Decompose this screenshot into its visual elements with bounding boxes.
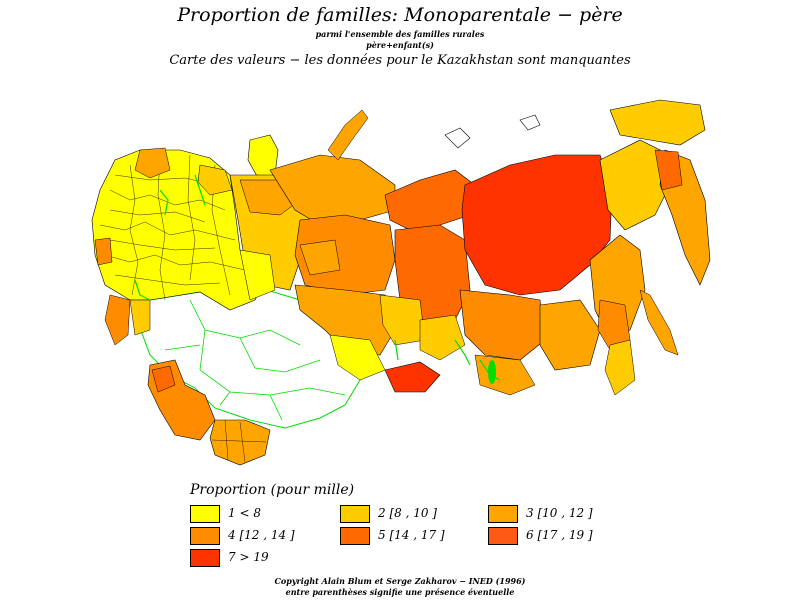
region-west-siberia-mid <box>294 214 396 296</box>
region-nw-orange-1 <box>134 147 171 179</box>
map-subtitle-family-type: père+enfant(s) <box>366 40 434 50</box>
region-south-orange-1 <box>104 294 131 346</box>
region-primorye <box>604 339 636 396</box>
region-kamchatka-red <box>654 149 683 191</box>
region-omsk <box>299 239 341 276</box>
region-tuva <box>384 361 441 393</box>
rivers-lakes <box>134 174 501 381</box>
legend-label-5: 5 [14 , 17 ] <box>378 528 445 542</box>
legend-swatch-3 <box>488 505 518 523</box>
lake-baikal <box>488 360 496 384</box>
region-transcaucasus <box>209 419 271 466</box>
legend-swatch-6 <box>488 527 518 545</box>
legend-label-2: 2 [8 , 10 ] <box>378 506 437 520</box>
region-sakhalin <box>639 289 679 356</box>
region-kemerovo <box>419 314 466 361</box>
legend-label-6: 6 [17 , 19 ] <box>526 528 593 542</box>
island-severnaya-zemlya <box>444 127 471 149</box>
region-caucasus-red <box>151 365 176 393</box>
legend-title: Proportion (pour mille) <box>190 482 355 498</box>
legend-swatch-1 <box>190 505 220 523</box>
legend-label-1: 1 < 8 <box>228 506 261 520</box>
copyright-text: Copyright Alain Blum et Serge Zakharov −… <box>274 576 526 586</box>
region-west-siberia-south <box>294 284 396 356</box>
footnote-text: entre parenthèses signifie une présence … <box>285 587 515 597</box>
map-title: Proportion de familles: Monoparentale − … <box>177 4 623 26</box>
region-transcaucasus-borders <box>211 419 267 463</box>
region-buryatia <box>474 354 536 396</box>
region-european-russia <box>91 149 266 311</box>
region-magadan <box>599 139 671 231</box>
legend-swatch-7 <box>190 549 220 567</box>
island-new-siberian <box>519 114 541 131</box>
region-yakutia <box>461 154 613 296</box>
region-south-yellow <box>129 299 151 336</box>
region-taimyr <box>384 169 476 231</box>
legend-label-4: 4 [12 , 14 ] <box>228 528 295 542</box>
island-novaya-zemlya <box>327 109 369 161</box>
legend-swatch-5 <box>340 527 370 545</box>
map-subtitle-population: parmi l'ensemble des familles rurales <box>315 29 485 39</box>
legend-swatch-2 <box>340 505 370 523</box>
legend-label-7: 7 > 19 <box>228 550 269 564</box>
region-chukotka <box>609 99 706 146</box>
map-subtitle-note: Carte des valeurs − les données pour le … <box>169 53 631 68</box>
region-central-asia-borders <box>164 299 346 421</box>
region-nw-orange-2 <box>197 164 233 196</box>
region-tomsk <box>379 294 426 346</box>
region-chita <box>539 299 601 371</box>
region-irkutsk <box>459 289 546 361</box>
region-altai-yellow <box>329 334 386 381</box>
legend-swatch-4 <box>190 527 220 545</box>
region-west-orange <box>94 237 113 266</box>
legend-label-3: 3 [10 , 12 ] <box>526 506 593 520</box>
region-ural-yellow <box>239 249 276 301</box>
